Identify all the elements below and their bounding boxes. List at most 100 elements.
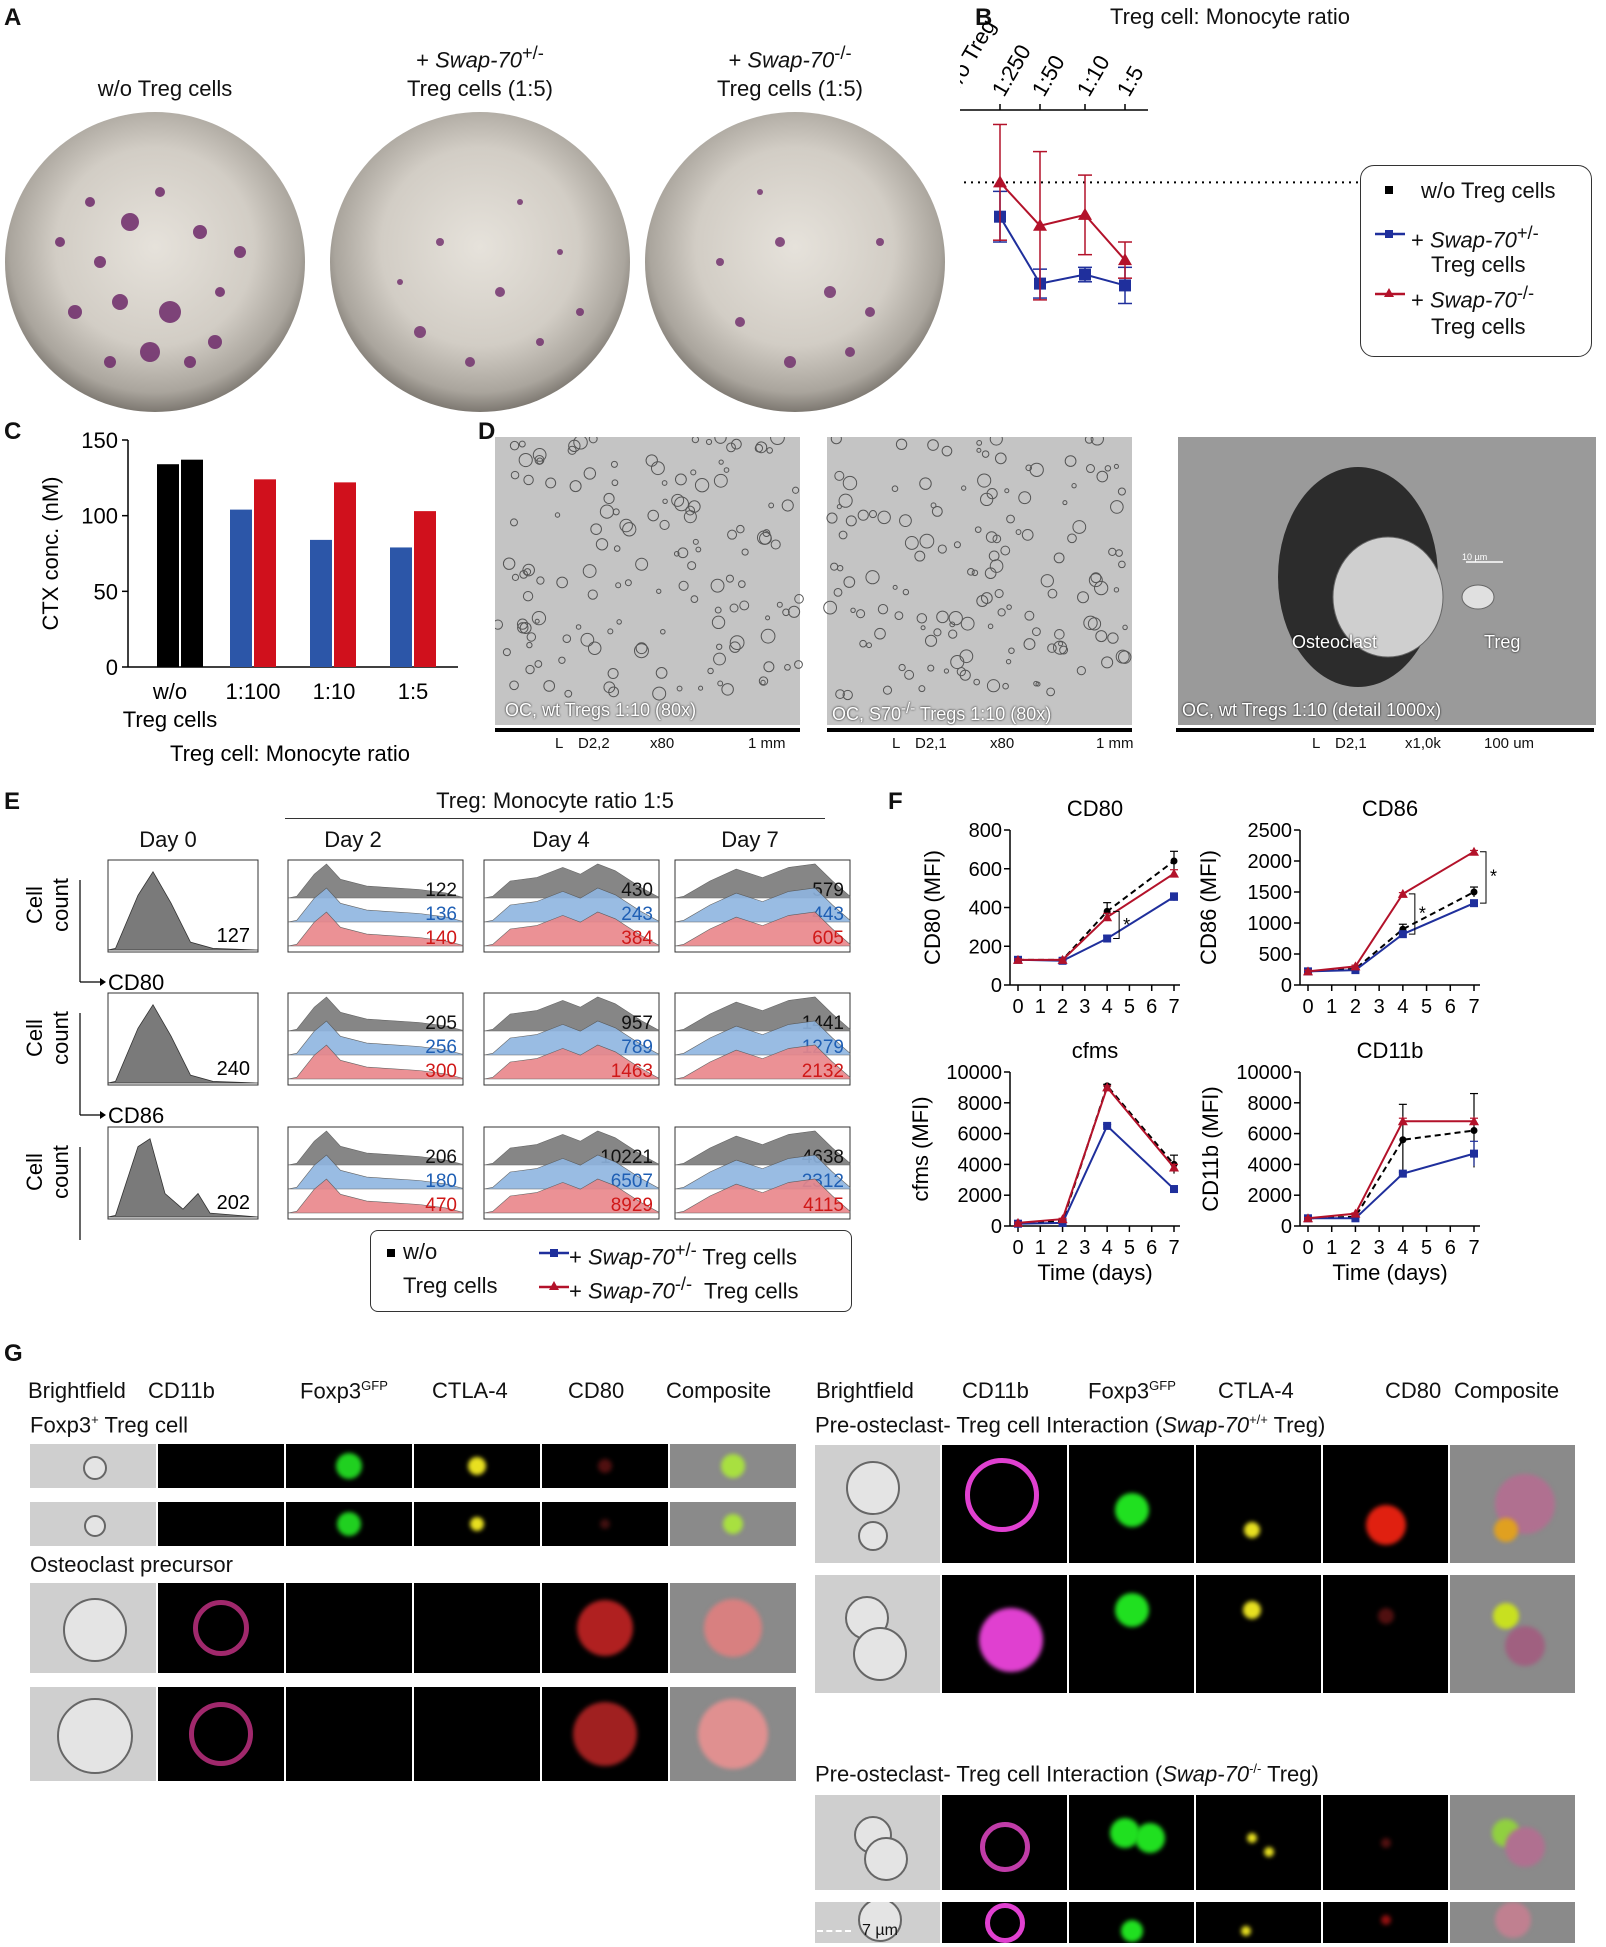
e-legend: w/o Treg cells + Swap-70+/- Treg cells +… [370,1230,852,1312]
d-cell [986,488,998,500]
f-point [1398,930,1407,939]
f-xtick-label: 1 [1035,1237,1046,1259]
d-cell [1115,549,1123,557]
c-bar [181,459,203,667]
b-xtick-label: 1:50 [1027,51,1070,101]
foxp3-signal [1135,1822,1166,1853]
d-cell [986,679,1001,693]
d-cell [919,477,932,490]
g-right-col-header-1: CD11b [962,1378,1029,1403]
g-int-row-3-tile-4 [1323,1795,1448,1890]
f-xtick-label: 1 [1035,996,1046,1018]
d-cell [1094,580,1109,596]
g-int-row-1-tile-3 [1196,1445,1321,1563]
d-cell [660,628,666,635]
f-point [1057,954,1068,964]
g-treg-row-1-tile-0 [30,1444,156,1488]
e-day0-value: 240 [217,1058,250,1080]
g-treg-row-1-tile-3 [414,1444,540,1488]
f-xtick-label: 1 [1326,1237,1337,1259]
dish-1 [5,112,305,412]
d-cell [691,437,700,444]
g-osteo-row-1-tile-3 [414,1583,540,1673]
dishes-image [5,112,945,412]
f-point [1303,1213,1313,1223]
d-cell [622,522,637,537]
b-point [1078,207,1092,220]
panel-label-f: F [888,788,903,815]
d-cell [916,613,928,624]
f-ytick-label: 2000 [1248,851,1293,873]
e-ylabel-cell: Cell [22,886,47,924]
d-cell [1110,500,1124,514]
d-cell [690,595,699,603]
d-cell [1064,455,1077,467]
f-point [1397,1116,1408,1126]
g-osteo-row-2-tile-4 [542,1687,668,1781]
d-cell [1101,656,1114,669]
f-point [1303,966,1313,976]
f-ytick-label: 0 [1281,1216,1292,1238]
cd80-signal [573,1702,637,1766]
d-cell [981,450,990,458]
b-xtick-label: 1:5 [1112,62,1149,101]
d-cell [714,437,727,444]
d-d-3: D2,1 [1335,735,1367,752]
d-cell [607,667,619,680]
g-right-group-2: Pre-osteclast- Treg cell Interaction (Sw… [815,1761,1319,1787]
g-treg-row-1-tile-4 [542,1444,668,1488]
d-bottom-rule [827,728,1132,732]
d-cell [1113,587,1120,593]
f-ylabel: CD80 (MFI) [920,850,945,965]
e-histogram-trace [483,1154,660,1190]
e-value: 2132 [802,1061,844,1082]
f-xlabel: Time (days) [1332,1260,1447,1285]
d-cell [1008,647,1015,654]
g-osteo-row-1-tile-5 [670,1583,796,1673]
c-xtick-label: 1:10 [313,679,356,704]
f-point [1169,1162,1179,1172]
d-cell [1067,533,1077,544]
f-xtick-label: 0 [1302,1237,1313,1259]
f-point [1350,1208,1361,1218]
f-xtick-label: 0 [1012,996,1023,1018]
g-int-row-4-tile-4 [1323,1902,1448,1943]
d-cell [731,438,742,450]
d-cell [610,460,618,468]
f-xtick-label: 6 [1445,996,1456,1018]
d-cell [755,441,768,454]
c-ytick-label: 0 [106,655,118,680]
d-cell [502,648,511,657]
d-cell [830,437,842,445]
g-int-row-2-tile-3 [1196,1575,1321,1693]
ctla4-signal [470,1517,484,1531]
e-histogram-trace [674,1044,851,1080]
d-cell [997,608,1006,617]
d-cell [650,461,665,476]
g-osteo-row-2-tile-2 [286,1687,412,1781]
d-cell [794,660,803,669]
f-xtick-label: 4 [1102,996,1113,1018]
b-legend-ko-1: + Swap-70-/- [1411,282,1535,313]
brightfield-cell [852,1626,907,1681]
g-int-row-2-tile-1 [942,1575,1067,1693]
d-mag-1: x80 [650,735,675,752]
d-cell [534,618,540,624]
d-cell [781,499,794,512]
e-value: 789 [621,1037,653,1058]
d-cell [882,685,893,695]
d-cell [725,574,734,583]
d-cell [1006,514,1015,524]
f-point [1398,1169,1407,1178]
cd80-signal [577,1600,633,1656]
e-legend-ko: + Swap-70-/- Treg cells [569,1273,799,1304]
d-micrographs [495,437,1596,732]
d-cell [1072,520,1087,534]
f-ytick-label: 500 [1259,944,1292,966]
f-sig-bracket [1408,893,1416,935]
e-histogram-trace [483,1130,660,1166]
d-cell [1096,470,1109,483]
c-bar [334,482,356,667]
d-cell [685,505,696,516]
d-osteoclast-label: Osteoclast [1292,632,1378,652]
